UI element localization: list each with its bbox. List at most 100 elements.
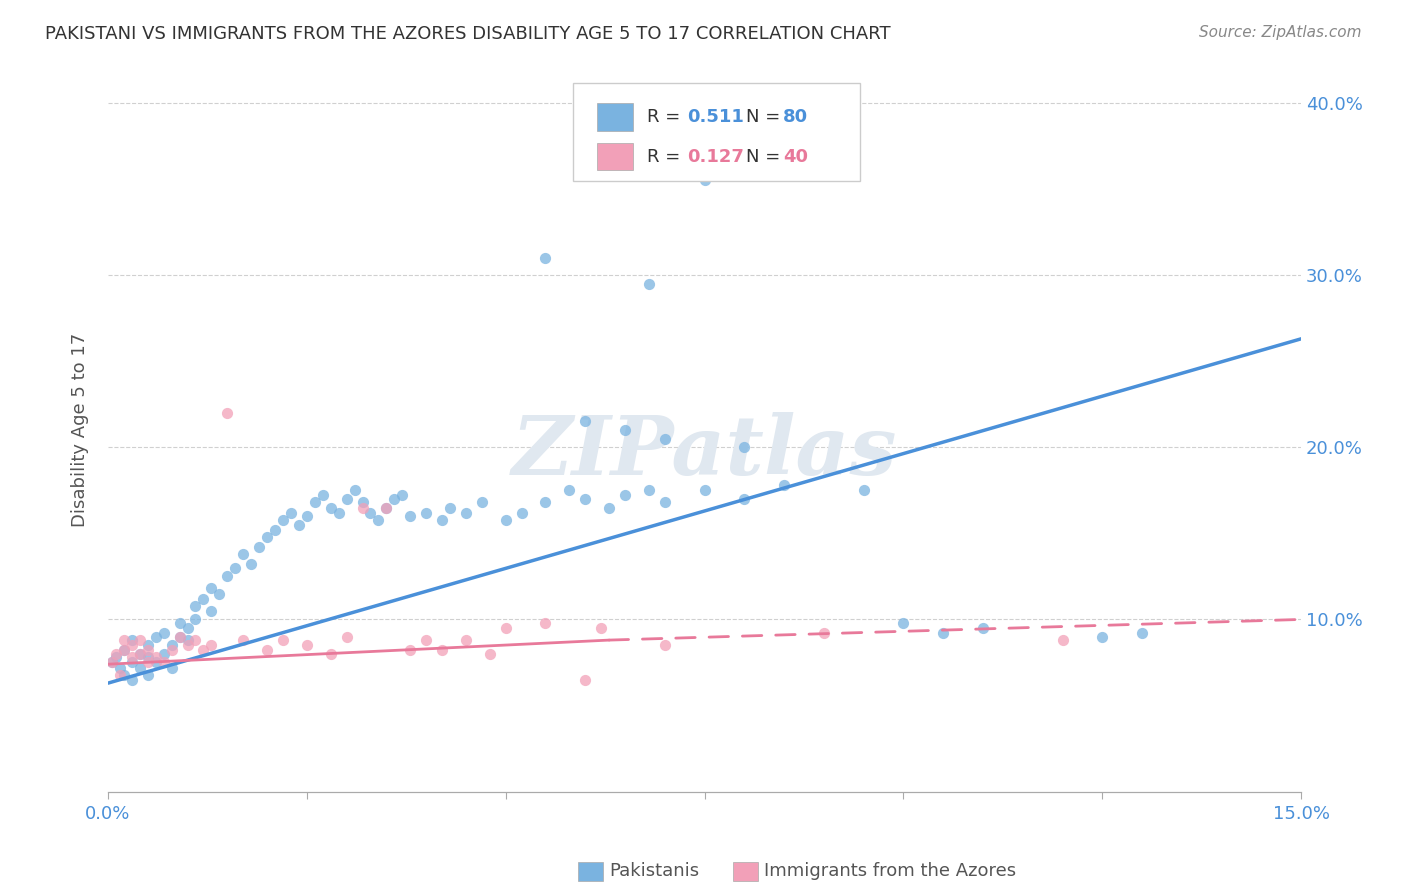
Point xyxy=(382,491,405,506)
Point xyxy=(112,667,135,681)
Point xyxy=(169,615,191,630)
Point xyxy=(399,643,422,657)
Point xyxy=(654,495,676,509)
Point xyxy=(193,591,215,606)
Point xyxy=(471,495,494,509)
Point xyxy=(893,615,915,630)
Point xyxy=(773,478,796,492)
Text: N =: N = xyxy=(747,108,786,126)
Point xyxy=(312,488,335,502)
Point xyxy=(152,647,174,661)
Point xyxy=(136,650,159,665)
Point xyxy=(184,599,207,613)
Point xyxy=(336,491,359,506)
Point xyxy=(654,432,676,446)
Point xyxy=(136,643,159,657)
Point xyxy=(193,643,215,657)
Point xyxy=(295,638,318,652)
Point xyxy=(160,643,183,657)
Point xyxy=(574,673,596,687)
Text: Pakistanis: Pakistanis xyxy=(609,863,699,880)
Point xyxy=(375,500,398,515)
Point xyxy=(256,643,278,657)
Point xyxy=(319,647,342,661)
Point xyxy=(121,650,143,665)
Point xyxy=(101,656,124,670)
Point xyxy=(200,604,222,618)
Point xyxy=(693,173,716,187)
Point xyxy=(160,638,183,652)
Text: Source: ZipAtlas.com: Source: ZipAtlas.com xyxy=(1198,25,1361,40)
Text: 0.511: 0.511 xyxy=(686,108,744,126)
Point xyxy=(121,673,143,687)
Point xyxy=(1091,630,1114,644)
Point xyxy=(638,483,661,498)
Point xyxy=(430,512,453,526)
Text: PAKISTANI VS IMMIGRANTS FROM THE AZORES DISABILITY AGE 5 TO 17 CORRELATION CHART: PAKISTANI VS IMMIGRANTS FROM THE AZORES … xyxy=(45,25,890,43)
Point xyxy=(534,495,557,509)
Point xyxy=(495,621,517,635)
Point xyxy=(128,660,150,674)
Point xyxy=(733,440,755,454)
Point xyxy=(128,647,150,661)
Point xyxy=(574,491,596,506)
Point xyxy=(121,633,143,648)
Point xyxy=(184,633,207,648)
Point xyxy=(169,630,191,644)
Point xyxy=(360,506,382,520)
Point xyxy=(101,656,124,670)
Text: N =: N = xyxy=(747,148,786,166)
Point xyxy=(813,626,835,640)
Point xyxy=(1052,633,1074,648)
Point xyxy=(217,406,239,420)
Point xyxy=(295,509,318,524)
Point xyxy=(128,633,150,648)
Point xyxy=(852,483,875,498)
Point xyxy=(558,483,581,498)
Point xyxy=(200,638,222,652)
Point xyxy=(104,650,127,665)
Point xyxy=(112,633,135,648)
Point xyxy=(271,512,294,526)
FancyBboxPatch shape xyxy=(598,103,633,131)
Point xyxy=(375,500,398,515)
Point xyxy=(176,638,198,652)
Point xyxy=(693,483,716,498)
Point xyxy=(280,506,302,520)
Point xyxy=(145,656,167,670)
Point xyxy=(415,506,437,520)
Point xyxy=(160,660,183,674)
Text: R =: R = xyxy=(647,108,686,126)
Point xyxy=(232,547,254,561)
Y-axis label: Disability Age 5 to 17: Disability Age 5 to 17 xyxy=(72,333,89,527)
Point xyxy=(152,626,174,640)
Point xyxy=(128,647,150,661)
Point xyxy=(478,647,501,661)
Point xyxy=(169,630,191,644)
Point xyxy=(208,586,231,600)
Point xyxy=(510,506,533,520)
Point xyxy=(391,488,413,502)
Point xyxy=(319,500,342,515)
Point xyxy=(415,633,437,648)
Point xyxy=(104,647,127,661)
Point xyxy=(336,630,359,644)
Point xyxy=(352,495,374,509)
Point xyxy=(176,621,198,635)
Text: Immigrants from the Azores: Immigrants from the Azores xyxy=(763,863,1015,880)
Point xyxy=(217,569,239,583)
Point xyxy=(264,523,287,537)
Text: 80: 80 xyxy=(783,108,808,126)
Point xyxy=(638,277,661,291)
Point xyxy=(145,630,167,644)
Point xyxy=(534,615,557,630)
Point xyxy=(367,512,389,526)
Point xyxy=(574,414,596,428)
Point xyxy=(591,621,613,635)
Point xyxy=(108,660,131,674)
FancyBboxPatch shape xyxy=(598,143,633,170)
Point xyxy=(733,491,755,506)
Point xyxy=(256,530,278,544)
Point xyxy=(454,506,477,520)
Point xyxy=(145,650,167,665)
